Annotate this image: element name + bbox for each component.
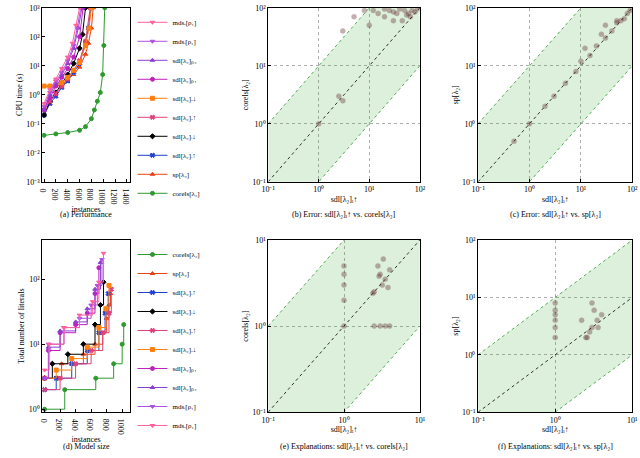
svg-text:sdl[λ₂]ᵢ↑: sdl[λ₂]ᵢ↑ [542, 425, 569, 434]
svg-text:10¹: 10¹ [465, 62, 476, 71]
svg-text:(f) Explanations: sdl[λ₂]ᵢ↑ vs: (f) Explanations: sdl[λ₂]ᵢ↑ vs. sp[λ₂] [498, 442, 613, 451]
svg-text:(b) Error: sdl[λ₂]ᵢ↑ vs. corel: (b) Error: sdl[λ₂]ᵢ↑ vs. corels[λ₂] [292, 210, 396, 219]
svg-text:10⁰: 10⁰ [464, 351, 475, 360]
svg-text:400: 400 [62, 188, 71, 200]
svg-text:10⁰: 10⁰ [550, 416, 561, 425]
svg-text:corels[λ₂]: corels[λ₂] [172, 251, 199, 259]
svg-text:0: 0 [38, 188, 47, 192]
svg-text:1200: 1200 [109, 188, 118, 204]
svg-text:sdl[λ₂]ᵢ↑: sdl[λ₂]ᵢ↑ [331, 425, 358, 434]
svg-text:10⁻²: 10⁻² [26, 149, 40, 158]
svg-text:1400: 1400 [121, 188, 130, 204]
svg-text:sdl[λ₂]ᵣ↓: sdl[λ₂]ᵣ↓ [172, 346, 196, 354]
svg-text:(d) Model size: (d) Model size [63, 442, 110, 451]
svg-text:10⁰: 10⁰ [464, 120, 475, 129]
svg-text:sdl[λ₂]ₚ₂: sdl[λ₂]ₚ₂ [172, 384, 197, 392]
svg-text:0: 0 [39, 419, 48, 423]
svg-text:10⁻¹: 10⁻¹ [471, 185, 485, 194]
svg-text:10²: 10² [29, 33, 40, 42]
svg-text:10⁰: 10⁰ [29, 91, 40, 100]
svg-text:sp[λ₂]: sp[λ₂] [451, 85, 460, 104]
svg-text:sdl[λ₂]ₚ₁: sdl[λ₂]ₚ₁ [172, 76, 196, 84]
svg-text:sdl[λ₂]ᵢ↓: sdl[λ₂]ᵢ↓ [172, 308, 195, 316]
svg-text:10¹: 10¹ [364, 185, 375, 194]
svg-text:10⁰: 10⁰ [339, 416, 350, 425]
svg-text:corels[λ₂]: corels[λ₂] [241, 310, 250, 341]
svg-text:sdl[λ₂]ᵣ↑: sdl[λ₂]ᵣ↑ [172, 114, 196, 122]
svg-text:corels[λ₂]: corels[λ₂] [241, 79, 250, 110]
svg-text:mdsᵣ[ρ₁]: mdsᵣ[ρ₁] [172, 19, 196, 27]
svg-text:10⁻¹: 10⁻¹ [252, 408, 266, 417]
svg-text:10²: 10² [465, 4, 476, 13]
svg-text:corels[λ₂]: corels[λ₂] [172, 190, 199, 198]
svg-text:sp[λ₂]: sp[λ₂] [172, 270, 189, 278]
svg-text:instances: instances [71, 435, 100, 444]
svg-text:sp[λ₂]: sp[λ₂] [172, 171, 189, 179]
svg-text:10¹: 10¹ [627, 416, 638, 425]
svg-text:10²: 10² [627, 185, 638, 194]
svg-text:instances: instances [71, 205, 100, 214]
svg-text:mdsᵢ[ρ₁]: mdsᵢ[ρ₁] [172, 38, 195, 46]
svg-text:(a) Performance: (a) Performance [60, 210, 112, 219]
svg-text:600: 600 [85, 419, 94, 431]
svg-text:mdsᵣ[ρ₁]: mdsᵣ[ρ₁] [172, 422, 196, 430]
svg-text:10¹: 10¹ [255, 62, 266, 71]
svg-text:sp[λ₂]: sp[λ₂] [451, 316, 460, 335]
svg-text:10⁻¹: 10⁻¹ [252, 178, 266, 187]
svg-text:10⁻¹: 10⁻¹ [462, 178, 476, 187]
svg-text:10¹: 10¹ [255, 236, 266, 245]
svg-text:sdl[λ₂]ₚ₁: sdl[λ₂]ₚ₁ [172, 365, 196, 373]
svg-text:Total number of literals: Total number of literals [17, 288, 26, 363]
svg-text:1000: 1000 [116, 419, 125, 435]
svg-text:10⁰: 10⁰ [255, 322, 266, 331]
svg-text:10⁰: 10⁰ [255, 120, 266, 129]
svg-text:CPU time (s): CPU time (s) [15, 73, 24, 116]
svg-text:200: 200 [50, 188, 59, 200]
svg-text:800: 800 [101, 419, 110, 431]
svg-text:10⁻¹: 10⁻¹ [261, 185, 275, 194]
svg-text:10²: 10² [415, 185, 426, 194]
svg-text:400: 400 [70, 419, 79, 431]
svg-text:10⁰: 10⁰ [313, 185, 324, 194]
svg-text:10¹: 10¹ [415, 416, 426, 425]
svg-text:10²: 10² [255, 4, 266, 13]
svg-text:(c) Error: sdl[λ₂]ᵢ↑ vs. sp[λ₂: (c) Error: sdl[λ₂]ᵢ↑ vs. sp[λ₂] [510, 210, 601, 219]
svg-text:10¹: 10¹ [465, 293, 476, 302]
svg-text:10⁻³: 10⁻³ [26, 178, 40, 187]
svg-text:10⁰: 10⁰ [524, 185, 535, 194]
svg-text:10⁻¹: 10⁻¹ [462, 408, 476, 417]
svg-text:10⁻¹: 10⁻¹ [26, 120, 40, 129]
svg-text:10²: 10² [465, 236, 476, 245]
svg-text:1000: 1000 [97, 188, 106, 204]
svg-text:10¹: 10¹ [29, 340, 40, 349]
svg-text:10⁻¹: 10⁻¹ [261, 416, 275, 425]
svg-text:sdl[λ₂]ᵢ↓: sdl[λ₂]ᵢ↓ [172, 133, 195, 141]
svg-text:10¹: 10¹ [29, 62, 40, 71]
svg-text:10³: 10³ [29, 4, 40, 13]
svg-text:200: 200 [54, 419, 63, 431]
svg-text:(e) Explanations: sdl[λ₂]ᵢ↑ vs: (e) Explanations: sdl[λ₂]ᵢ↑ vs. corels[λ… [280, 442, 408, 451]
svg-text:sdl[λ₂]ᵢ↑: sdl[λ₂]ᵢ↑ [172, 152, 195, 160]
svg-text:sdl[λ₂]ᵢ↑: sdl[λ₂]ᵢ↑ [172, 289, 195, 297]
svg-text:sdl[λ₂]ᵢ↑: sdl[λ₂]ᵢ↑ [542, 195, 569, 204]
svg-text:800: 800 [85, 188, 94, 200]
svg-text:600: 600 [74, 188, 83, 200]
svg-text:10⁻¹: 10⁻¹ [471, 416, 485, 425]
svg-text:sdl[λ₂]ᵣ↑: sdl[λ₂]ᵣ↑ [172, 327, 196, 335]
svg-text:sdl[λ₂]ᵣ↓: sdl[λ₂]ᵣ↓ [172, 95, 196, 103]
svg-text:sdl[λ₂]ᵢ↑: sdl[λ₂]ᵢ↑ [331, 195, 358, 204]
svg-text:10¹: 10¹ [576, 185, 587, 194]
svg-text:10⁰: 10⁰ [29, 405, 40, 414]
svg-text:10²: 10² [29, 275, 40, 284]
svg-text:mdsᵢ[ρ₁]: mdsᵢ[ρ₁] [172, 403, 195, 411]
svg-text:sdl[λ₂]ₚ₂: sdl[λ₂]ₚ₂ [172, 57, 197, 65]
